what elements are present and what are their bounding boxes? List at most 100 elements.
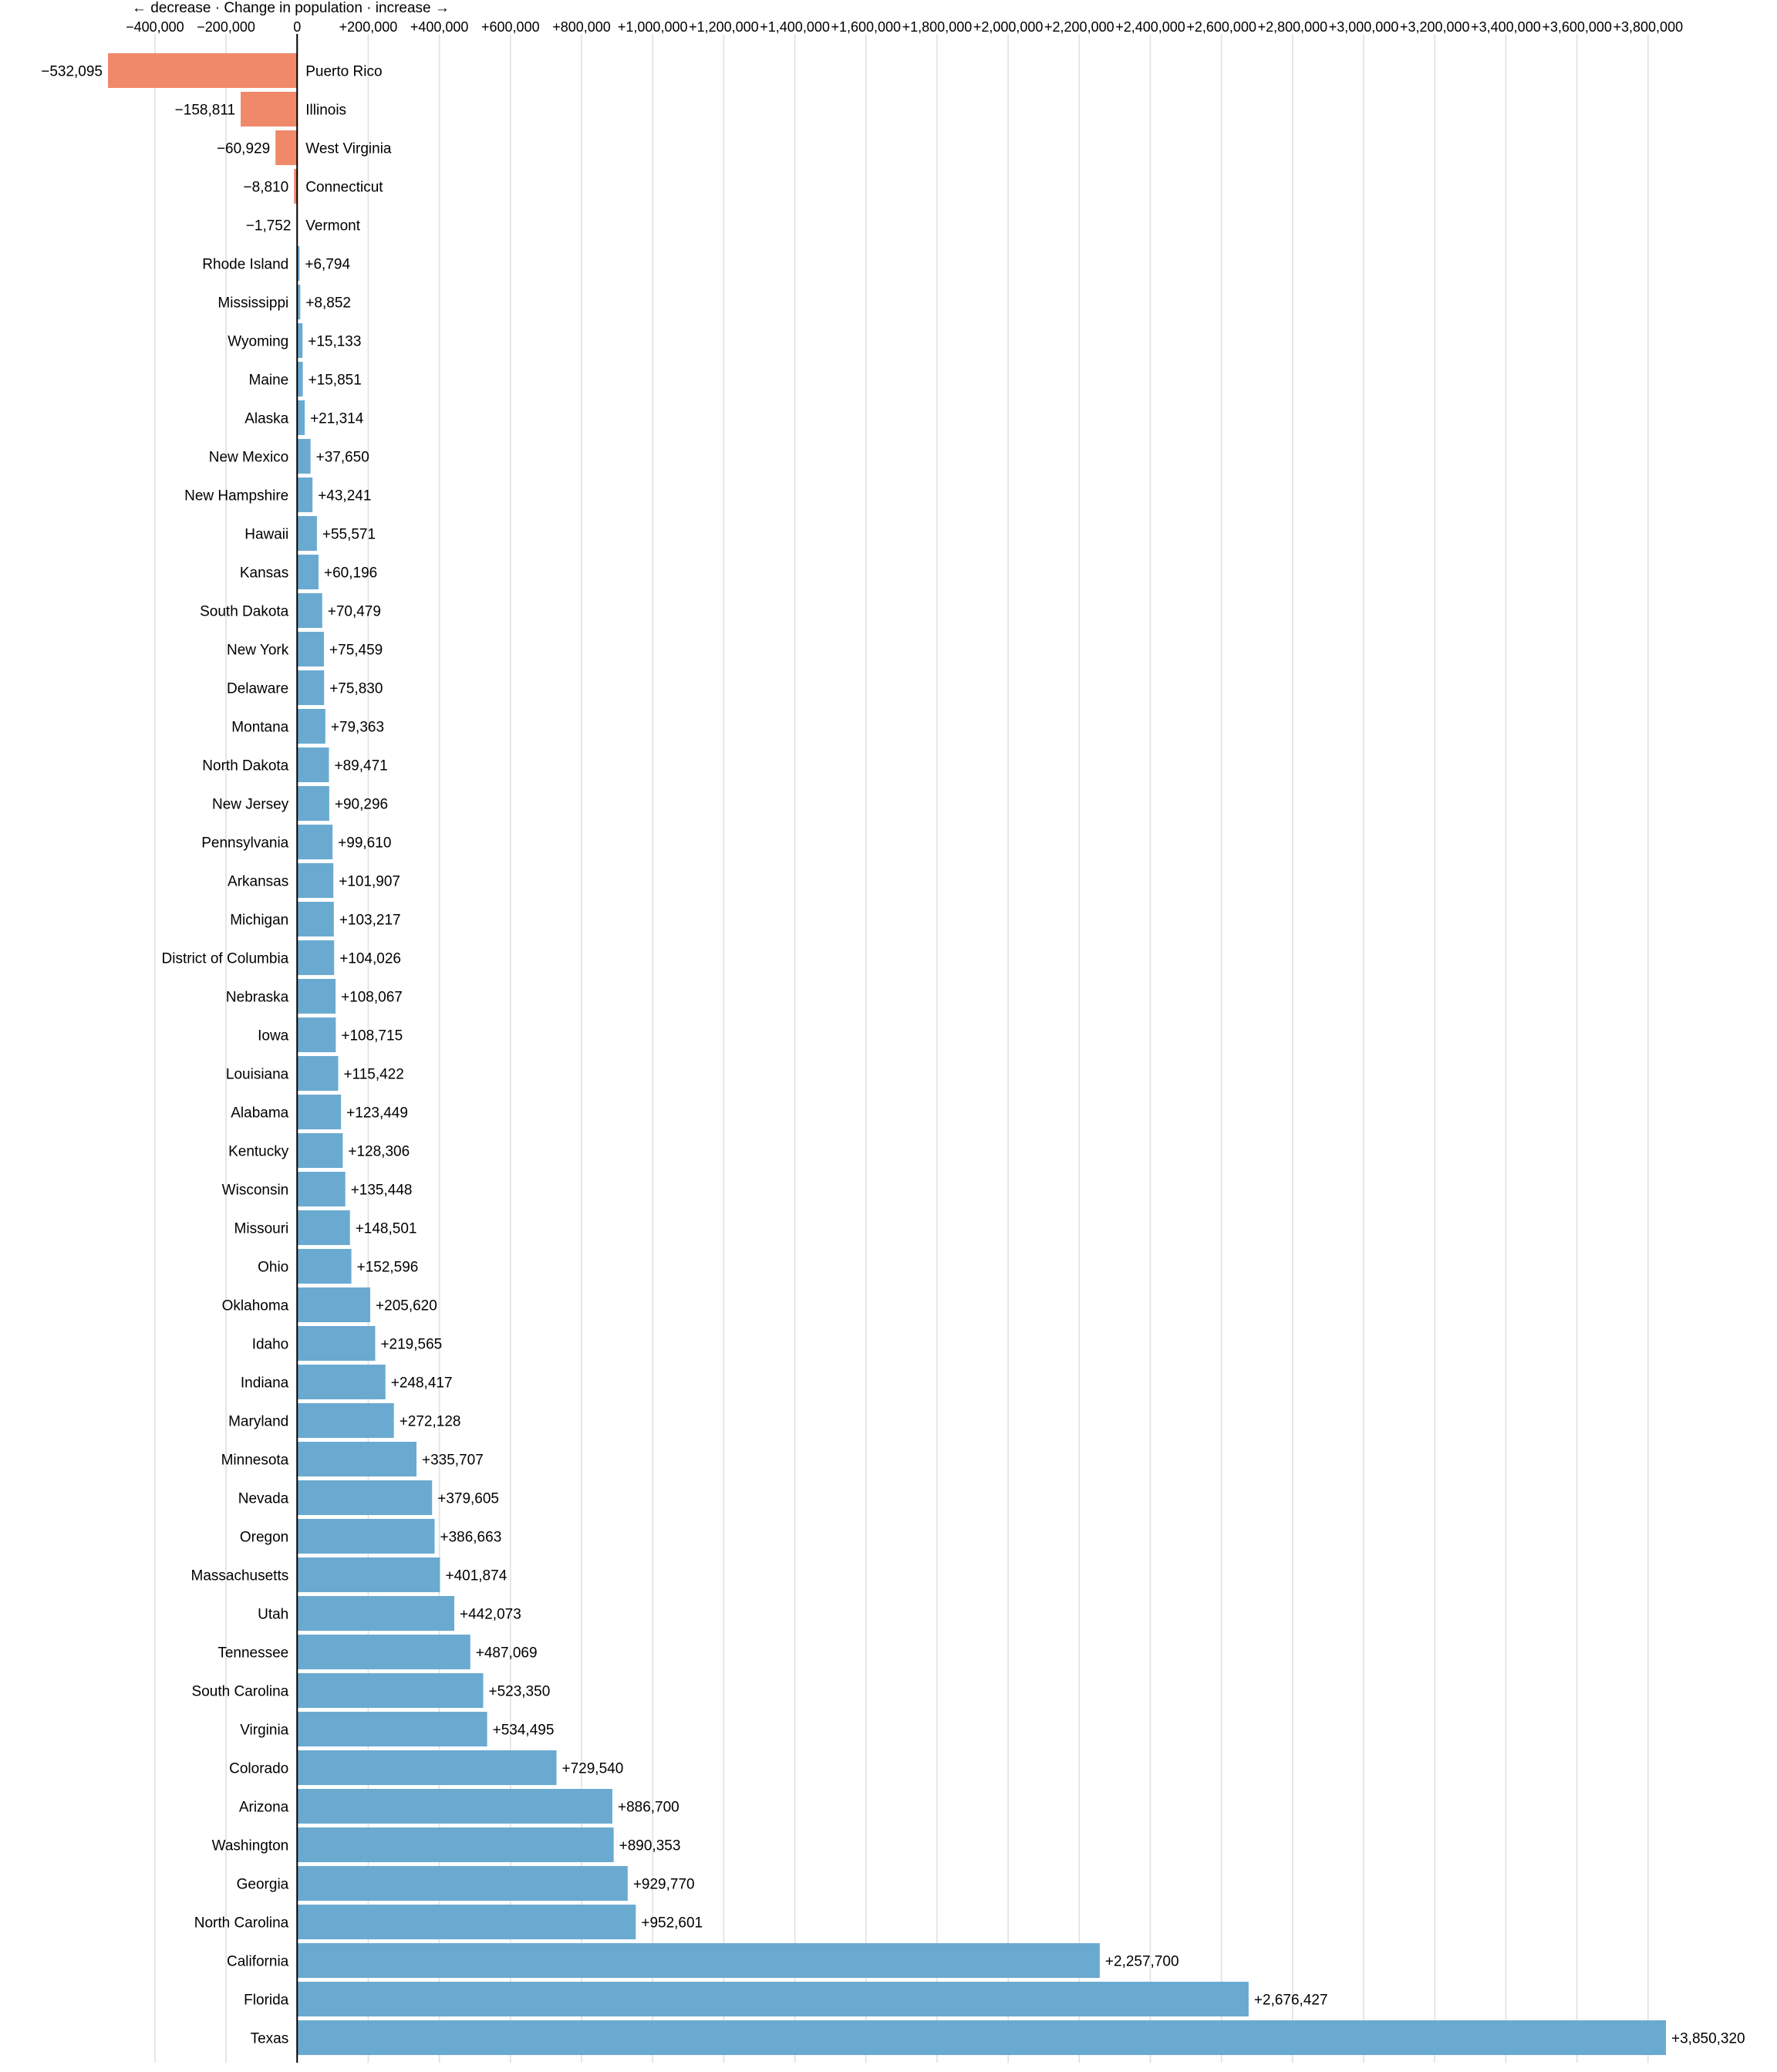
category-label: New York [227, 643, 289, 659]
x-tick-label: +3,000,000 [1329, 19, 1399, 35]
category-label: California [227, 1954, 289, 1970]
value-label: +523,350 [488, 1684, 550, 1700]
bar [297, 1017, 336, 1052]
value-label: −60,929 [217, 141, 270, 157]
value-label: +108,067 [341, 990, 403, 1006]
x-tick-label: +2,600,000 [1186, 19, 1256, 35]
bar [297, 1403, 394, 1438]
value-label: +21,314 [310, 411, 364, 427]
bar [297, 285, 301, 319]
value-label: +379,605 [437, 1491, 499, 1507]
category-label: Indiana [241, 1375, 289, 1392]
x-tick-label: +3,200,000 [1400, 19, 1470, 35]
category-label: Massachusetts [191, 1568, 289, 1584]
category-label: Kentucky [228, 1144, 289, 1160]
gridlines [154, 34, 1649, 2063]
category-label: Tennessee [217, 1645, 288, 1662]
bar [297, 1519, 435, 1554]
value-label: +89,471 [335, 758, 388, 774]
bar [297, 593, 322, 628]
category-label: West Virginia [305, 141, 392, 157]
x-tick-label: +800,000 [552, 19, 611, 35]
bar [297, 979, 336, 1014]
bar [297, 555, 319, 589]
bar [297, 1943, 1100, 1978]
category-label: Alaska [244, 411, 288, 427]
value-label: +6,794 [305, 257, 350, 273]
category-label: Ohio [258, 1260, 288, 1276]
bar [297, 362, 303, 397]
category-label: Montana [231, 720, 288, 736]
category-label: Missouri [234, 1221, 289, 1237]
category-label: Nebraska [226, 990, 289, 1006]
value-label: +248,417 [391, 1375, 453, 1392]
category-label: Florida [244, 1993, 289, 2009]
x-tick-label: 0 [293, 19, 301, 35]
category-label: Utah [258, 1607, 288, 1623]
category-label: Washington [212, 1838, 289, 1854]
value-label: +128,306 [348, 1144, 410, 1160]
bar [297, 1133, 343, 1168]
x-tick-label: +400,000 [410, 19, 469, 35]
bar [294, 169, 298, 204]
category-label: Arizona [239, 1800, 289, 1816]
bars [108, 53, 1666, 2055]
x-tick-label: −400,000 [126, 19, 184, 35]
value-label: +15,851 [309, 373, 362, 389]
category-label: Minnesota [221, 1453, 289, 1469]
bar [297, 1056, 339, 1091]
value-label: +148,501 [356, 1221, 417, 1237]
bar [297, 400, 305, 435]
x-tick-label: +1,400,000 [760, 19, 830, 35]
bar [297, 940, 335, 975]
bar [297, 1750, 557, 1785]
value-label: +99,610 [338, 835, 391, 852]
bar [297, 1673, 484, 1708]
bar [297, 1982, 1249, 2016]
bar [297, 902, 334, 936]
value-label: +205,620 [376, 1298, 437, 1314]
bar [297, 1210, 350, 1245]
value-label: +890,353 [619, 1838, 681, 1854]
bar [297, 1365, 386, 1399]
value-label: +8,852 [305, 295, 351, 312]
value-label: +2,257,700 [1105, 1954, 1179, 1970]
value-label: +335,707 [422, 1453, 484, 1469]
value-label: +729,540 [562, 1761, 624, 1777]
bar [108, 53, 298, 88]
value-label: +929,770 [633, 1877, 695, 1893]
category-label: Puerto Rico [305, 64, 382, 80]
bar [297, 1557, 440, 1592]
value-label: +90,296 [335, 797, 388, 813]
category-label: North Carolina [194, 1915, 289, 1932]
x-tick-label: +1,000,000 [618, 19, 688, 35]
category-label: Virginia [240, 1723, 288, 1739]
x-axis: ← decrease · Change in population · incr… [126, 0, 1683, 35]
value-label: +219,565 [380, 1337, 442, 1353]
value-label: +534,495 [493, 1723, 555, 1739]
category-label: Kansas [240, 565, 288, 582]
category-label: South Dakota [200, 604, 289, 620]
bar [297, 1287, 371, 1322]
x-tick-label: +2,800,000 [1258, 19, 1328, 35]
bar [297, 1827, 614, 1862]
value-label: +442,073 [460, 1607, 521, 1623]
x-tick-label: −200,000 [197, 19, 255, 35]
category-label: New Mexico [209, 450, 288, 466]
bar [297, 1905, 636, 1939]
bar [275, 130, 298, 165]
bar [297, 786, 329, 821]
value-label: +135,448 [351, 1183, 413, 1199]
value-label: +37,650 [316, 450, 369, 466]
value-label: +75,459 [329, 643, 383, 659]
category-label: Oregon [240, 1530, 288, 1546]
category-label: Maryland [228, 1414, 288, 1430]
x-tick-label: +3,800,000 [1613, 19, 1684, 35]
bar [297, 1596, 455, 1631]
x-tick-label: +3,400,000 [1471, 19, 1541, 35]
category-label: Iowa [258, 1028, 289, 1044]
x-tick-label: +2,400,000 [1115, 19, 1185, 35]
bar [297, 825, 333, 859]
category-label: North Dakota [202, 758, 288, 774]
value-label: +103,217 [339, 913, 401, 929]
